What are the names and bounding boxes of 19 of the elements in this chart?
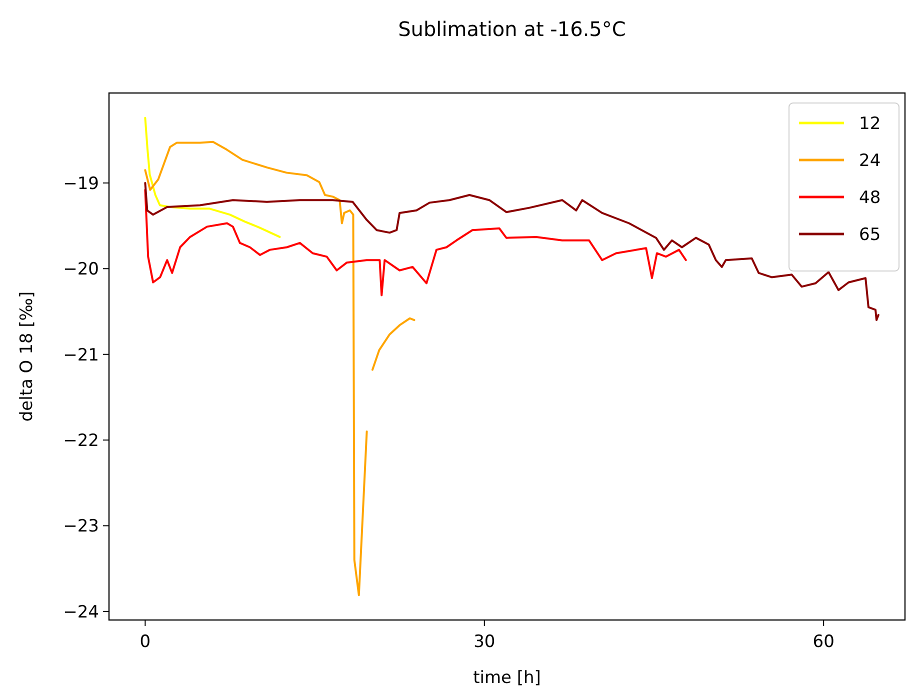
- x-tick-label: 0: [140, 632, 151, 652]
- line-series: [144, 116, 281, 238]
- y-tick-label: −21: [63, 345, 99, 366]
- y-tick-label: −19: [63, 174, 99, 194]
- x-axis-title: time [h]: [473, 668, 541, 688]
- chart-title: Sublimation at -16.5°C: [398, 17, 626, 41]
- line-series: [144, 188, 687, 296]
- legend-label: 12: [859, 114, 881, 134]
- y-tick-label: −23: [63, 516, 99, 537]
- x-tick-label: 60: [812, 632, 834, 652]
- y-tick-label: −20: [63, 260, 99, 280]
- legend-label: 65: [859, 225, 881, 245]
- line-series: [144, 182, 880, 322]
- y-axis-title: delta O 18 [‰]: [17, 291, 37, 422]
- legend-label: 24: [859, 151, 881, 171]
- y-tick-label: −24: [63, 602, 99, 622]
- y-tick-label: −22: [63, 431, 99, 452]
- x-tick-label: 30: [474, 632, 496, 652]
- legend-label: 48: [859, 188, 881, 208]
